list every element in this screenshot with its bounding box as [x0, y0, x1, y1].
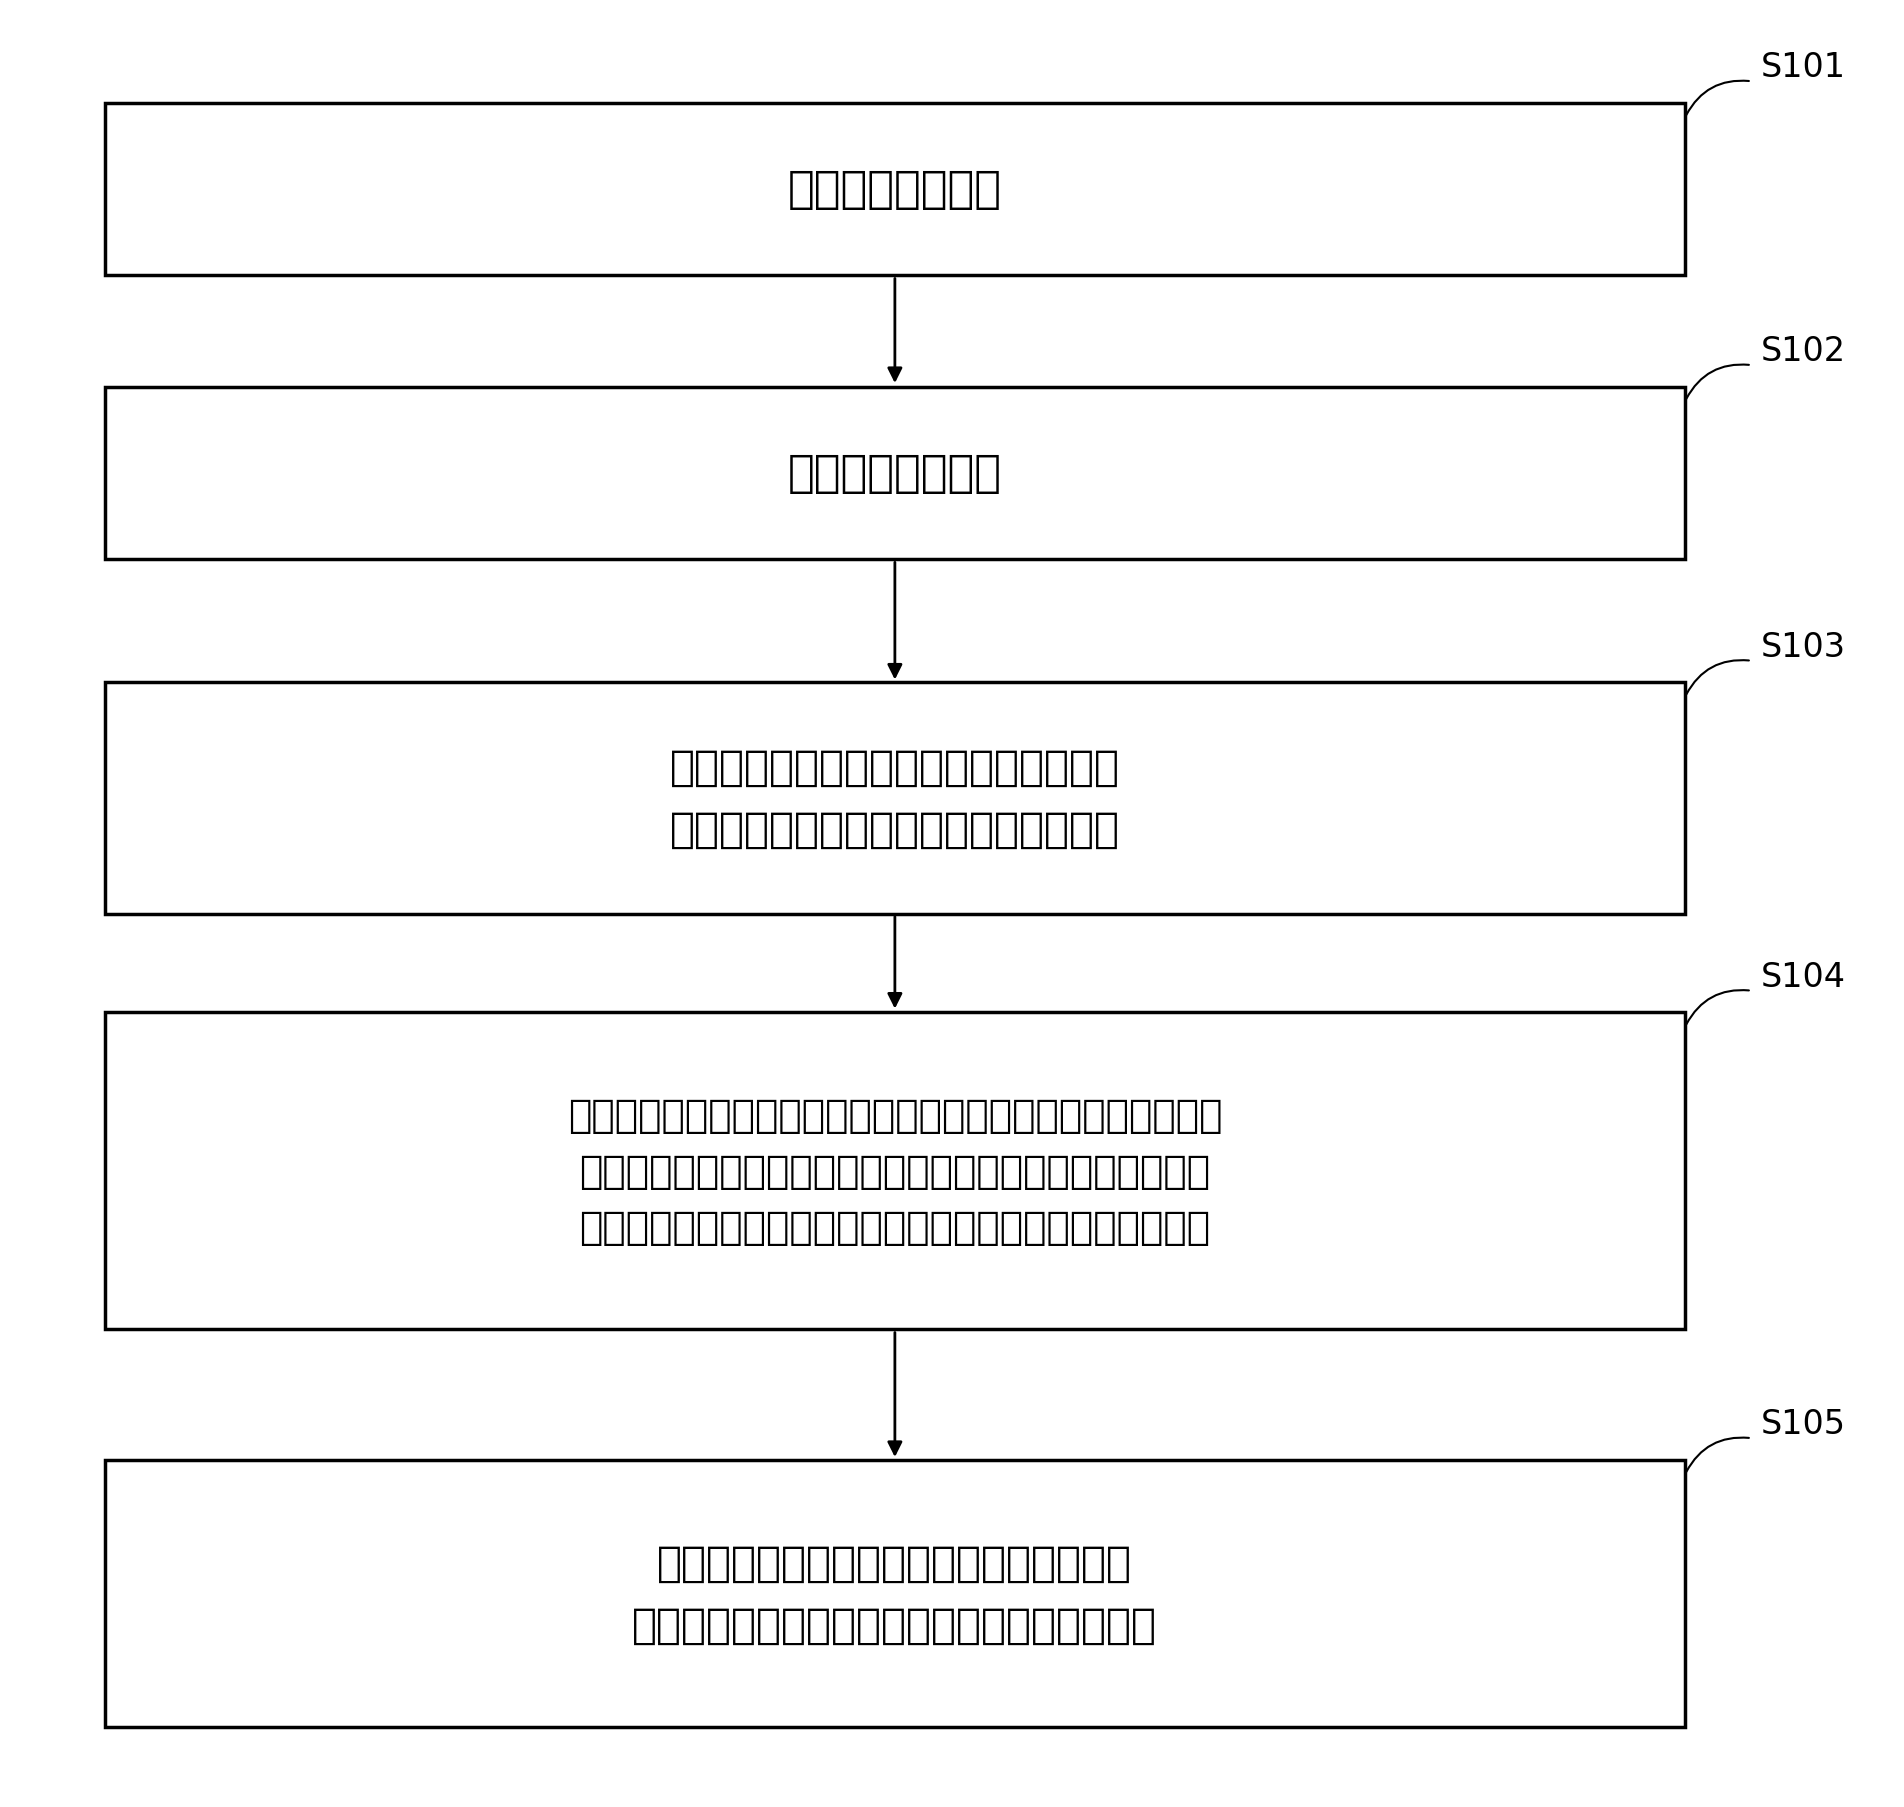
- Text: 接收到用户选择目标图像序列中目标图像的操作，以目标图像的
采集时刻为子弹时间生成时刻，从除目标视频文件以外的各个
视频文件中抽取出采集时刻与子弹时间生成时刻最接: 接收到用户选择目标图像序列中目标图像的操作，以目标图像的 采集时刻为子弹时间生成…: [567, 1097, 1222, 1245]
- Text: S104: S104: [1761, 960, 1847, 994]
- Text: 根据目标图像和各个视频文件中采集时刻与
子弹时间生成时刻最接近的图像，生成子弹时间: 根据目标图像和各个视频文件中采集时刻与 子弹时间生成时刻最接近的图像，生成子弹时…: [632, 1541, 1158, 1646]
- Text: S102: S102: [1761, 334, 1847, 369]
- Text: S103: S103: [1761, 631, 1847, 663]
- Text: 播放目标视频文件: 播放目标视频文件: [788, 452, 1002, 495]
- FancyBboxPatch shape: [105, 389, 1685, 560]
- FancyBboxPatch shape: [105, 103, 1685, 275]
- Text: S101: S101: [1761, 51, 1847, 85]
- Text: 获取多个视频文件: 获取多个视频文件: [788, 168, 1002, 211]
- FancyBboxPatch shape: [105, 1460, 1685, 1727]
- Text: S105: S105: [1761, 1408, 1847, 1440]
- FancyBboxPatch shape: [105, 1012, 1685, 1330]
- FancyBboxPatch shape: [105, 683, 1685, 914]
- Text: 播放目标视频文件过程中接收到用户选择
目标播放时刻的操作，显示目标图像序列: 播放目标视频文件过程中接收到用户选择 目标播放时刻的操作，显示目标图像序列: [670, 746, 1120, 851]
